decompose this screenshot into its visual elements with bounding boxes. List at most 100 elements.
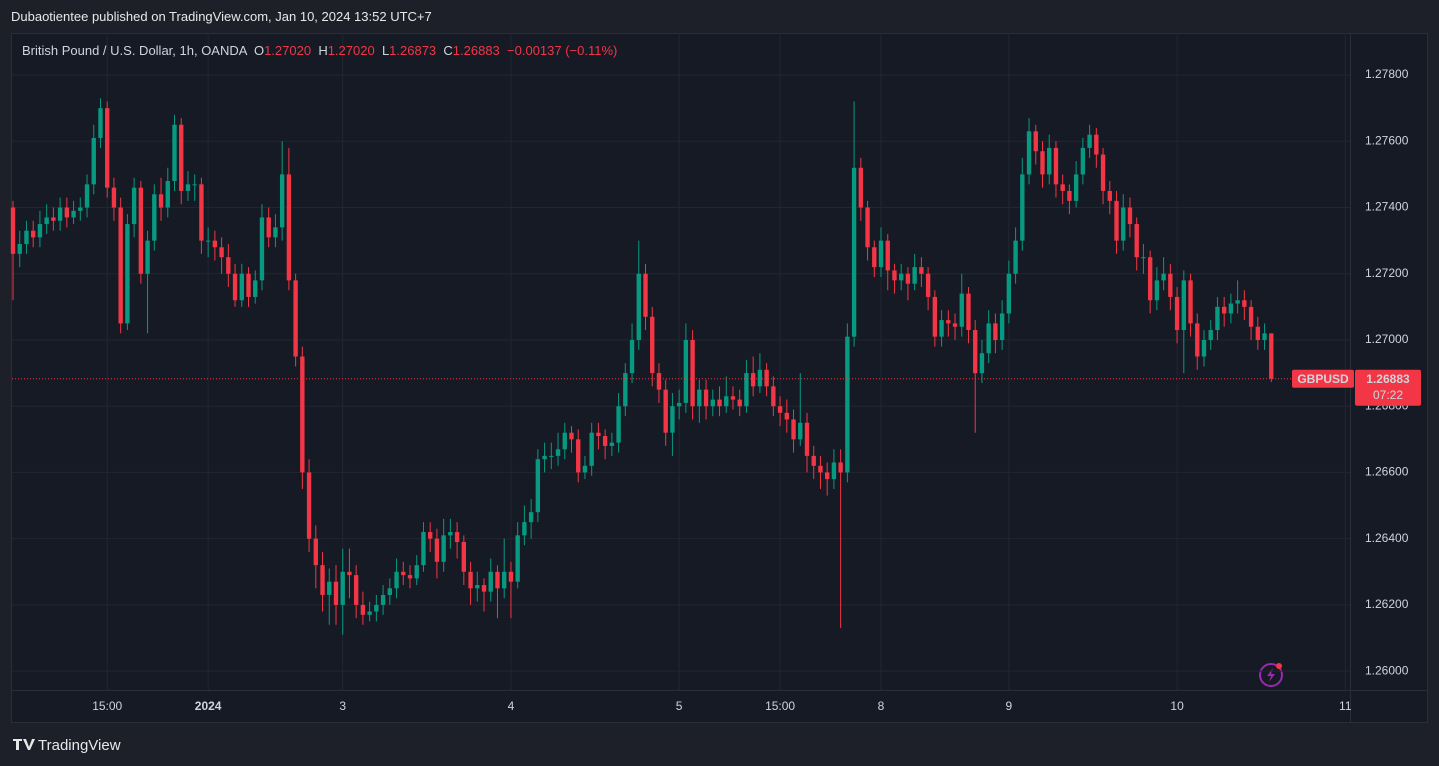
candle-body [939, 320, 944, 337]
candle-body [791, 419, 796, 440]
legend-value: 1.27020 [327, 43, 375, 58]
candle-body [818, 465, 823, 473]
candle-body [1248, 306, 1254, 327]
candle-body [562, 432, 567, 450]
candle-body [360, 604, 366, 615]
candle-body [1195, 323, 1200, 357]
candle-body [313, 538, 318, 566]
candle-body [872, 247, 877, 268]
candle-body [475, 585, 480, 589]
y-tick-label: 1.26400 [1365, 531, 1409, 545]
candle-body [293, 280, 298, 357]
x-tick-label: 15:00 [765, 699, 795, 713]
candle-body [374, 604, 379, 612]
candle-body [448, 532, 453, 536]
candle-body [1060, 184, 1065, 191]
candle-body [730, 396, 736, 400]
candle-body [1047, 147, 1052, 175]
candle-body [380, 594, 386, 605]
price-tag [1355, 369, 1421, 406]
candle-body [31, 230, 36, 238]
candle-body [643, 273, 648, 317]
y-tick-label: 1.27600 [1365, 133, 1409, 147]
candle-body [1134, 224, 1139, 258]
candle-body [239, 273, 244, 301]
candle-body [1255, 326, 1261, 340]
candle-body [542, 455, 547, 460]
candle-body [461, 541, 467, 572]
candle-body [57, 207, 63, 221]
candle-body [172, 124, 177, 182]
symbol-tag [1292, 369, 1354, 388]
candle-body [347, 571, 352, 576]
candle-body [804, 422, 810, 456]
candle-body [858, 167, 864, 208]
candle-body [1020, 174, 1025, 241]
candle-body [535, 459, 541, 513]
candle-body [993, 323, 998, 340]
candle-body [327, 581, 332, 595]
last-price-label: 1.26883 [1366, 372, 1410, 386]
candle-body [481, 585, 487, 592]
candle-body [158, 194, 164, 208]
legend-label: H [318, 43, 328, 58]
candle-body [10, 207, 16, 254]
candle-body [1094, 134, 1099, 155]
candle-body [838, 462, 843, 473]
candle-body [394, 571, 399, 589]
candle-body [111, 187, 117, 208]
candle-body [576, 439, 581, 473]
candle-body [51, 217, 56, 221]
candle-body [717, 399, 722, 407]
candle-body [744, 373, 749, 407]
candle-body [851, 167, 857, 337]
candle-body [205, 240, 211, 242]
candle-body [1006, 273, 1012, 314]
candle-body [91, 137, 96, 185]
candle-body [555, 449, 561, 456]
candle-body [306, 472, 312, 539]
candle-body [468, 571, 473, 589]
y-tick-label: 1.26200 [1365, 597, 1409, 611]
candle-body [508, 571, 514, 582]
candle-body [1100, 154, 1106, 191]
candle-body [98, 108, 103, 138]
legend-label: O [253, 43, 265, 58]
candle-body [784, 412, 789, 420]
candle-body [602, 436, 608, 446]
candle-body [569, 432, 574, 440]
candle-body [1228, 303, 1234, 314]
candle-body [138, 187, 144, 274]
candle-body [502, 571, 507, 589]
candle-body [771, 386, 776, 407]
candle-body [185, 184, 191, 191]
candle-body [253, 280, 258, 297]
candle-body [757, 369, 763, 387]
candle-body [219, 247, 224, 258]
candle-body [959, 293, 964, 327]
candle-body [1013, 240, 1018, 274]
candle-body [703, 389, 709, 407]
candle-body [279, 174, 285, 228]
candle-body [676, 402, 682, 407]
candle-body [777, 406, 783, 413]
candle-body [999, 313, 1005, 340]
candle-body [650, 316, 655, 374]
candle-body [1262, 333, 1267, 340]
candle-body [24, 230, 29, 244]
alert-icon[interactable] [1259, 663, 1283, 687]
legend-label: L [381, 43, 390, 58]
grid [12, 33, 1350, 690]
candle-body [670, 406, 675, 433]
candle-body [549, 455, 554, 457]
candle-body [353, 575, 359, 605]
candle-body [407, 575, 413, 579]
candle-body [1174, 296, 1180, 331]
candle-body [1181, 280, 1186, 331]
x-tick-label: 10 [1170, 699, 1184, 713]
candle-body [663, 389, 668, 433]
candle-body [434, 538, 440, 562]
candle-body [1147, 257, 1153, 301]
candle-body [1161, 273, 1166, 281]
candle-body [966, 293, 971, 331]
